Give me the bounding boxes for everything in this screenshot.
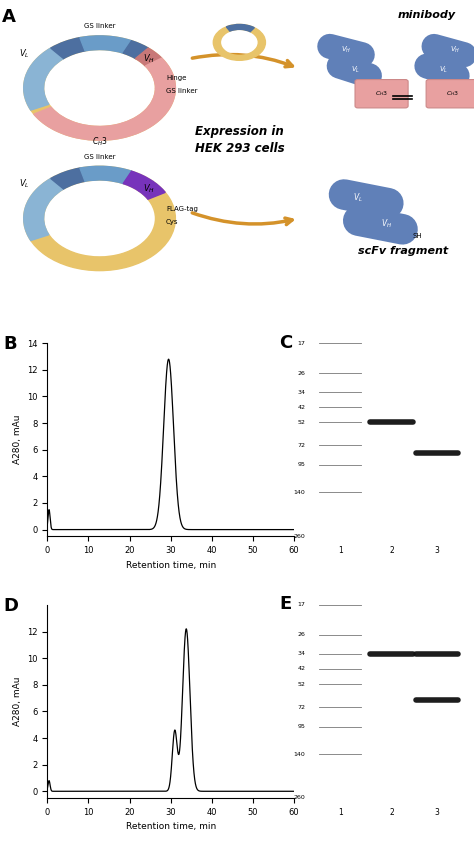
Y-axis label: A280, mAu: A280, mAu	[13, 677, 22, 726]
Text: Hinge: Hinge	[166, 76, 186, 82]
Wedge shape	[123, 171, 153, 191]
Text: 17: 17	[297, 341, 305, 346]
Text: 2: 2	[389, 807, 394, 817]
FancyArrowPatch shape	[344, 195, 388, 203]
Text: 95: 95	[297, 724, 305, 729]
Text: scFv fragment: scFv fragment	[358, 246, 448, 256]
X-axis label: Retention time, min: Retention time, min	[126, 560, 216, 570]
Text: 140: 140	[293, 490, 305, 495]
X-axis label: Retention time, min: Retention time, min	[126, 822, 216, 831]
Wedge shape	[146, 58, 175, 88]
Text: 72: 72	[297, 704, 305, 710]
Text: $V_H$: $V_H$	[341, 45, 351, 55]
Text: GS linker: GS linker	[84, 23, 115, 29]
Text: 52: 52	[297, 681, 305, 686]
Wedge shape	[51, 38, 85, 58]
Text: 2: 2	[389, 546, 394, 555]
Text: 1: 1	[338, 807, 343, 817]
Text: $V_L$: $V_L$	[438, 65, 448, 76]
Wedge shape	[34, 88, 175, 140]
Text: $V_L$: $V_L$	[19, 47, 30, 60]
Wedge shape	[227, 25, 255, 32]
FancyBboxPatch shape	[355, 80, 408, 108]
FancyArrowPatch shape	[427, 66, 457, 76]
Wedge shape	[136, 48, 162, 66]
Text: $V_H$: $V_H$	[143, 183, 155, 196]
Y-axis label: A280, mAu: A280, mAu	[13, 415, 22, 464]
FancyArrowPatch shape	[434, 46, 464, 55]
Text: FLAG-tag: FLAG-tag	[166, 206, 198, 212]
Text: $C_H3$: $C_H3$	[446, 89, 459, 99]
Text: 3: 3	[435, 546, 440, 555]
Text: 42: 42	[297, 405, 305, 410]
Text: 52: 52	[297, 420, 305, 425]
Text: 1: 1	[338, 546, 343, 555]
Wedge shape	[123, 40, 148, 58]
Text: $V_H$: $V_H$	[450, 45, 460, 55]
Text: $V_L$: $V_L$	[353, 191, 363, 203]
Text: $V_H$: $V_H$	[381, 217, 392, 230]
Text: C: C	[280, 334, 293, 352]
Text: 26: 26	[297, 632, 305, 637]
Text: 42: 42	[297, 667, 305, 672]
Wedge shape	[80, 36, 132, 53]
FancyArrowPatch shape	[330, 46, 362, 55]
Text: $V_L$: $V_L$	[351, 65, 360, 76]
FancyBboxPatch shape	[426, 80, 474, 108]
Text: GS linker: GS linker	[84, 154, 115, 160]
Text: 72: 72	[297, 443, 305, 448]
Text: 34: 34	[297, 651, 305, 656]
Wedge shape	[24, 48, 64, 110]
Text: $V_H$: $V_H$	[143, 52, 155, 65]
Text: $C_H3$: $C_H3$	[375, 89, 388, 99]
Text: $C_H3$: $C_H3$	[91, 136, 108, 148]
Text: Cys: Cys	[166, 219, 178, 225]
Text: E: E	[280, 595, 292, 613]
Text: 3: 3	[435, 807, 440, 817]
Wedge shape	[139, 182, 165, 199]
Wedge shape	[51, 168, 85, 189]
Text: 140: 140	[293, 752, 305, 757]
Text: 95: 95	[297, 462, 305, 468]
Text: B: B	[3, 335, 17, 353]
Wedge shape	[24, 178, 64, 240]
Text: 17: 17	[297, 602, 305, 607]
Text: 26: 26	[297, 371, 305, 376]
Text: GS linker: GS linker	[166, 88, 197, 94]
Text: $V_L$: $V_L$	[19, 178, 30, 190]
Text: Expression in
HEK 293 cells: Expression in HEK 293 cells	[194, 125, 284, 155]
FancyArrowPatch shape	[339, 66, 369, 76]
Wedge shape	[80, 166, 132, 184]
Text: A: A	[2, 8, 16, 26]
Text: 260: 260	[293, 795, 305, 801]
Text: SH: SH	[412, 233, 422, 239]
Text: 260: 260	[293, 534, 305, 539]
Text: D: D	[3, 597, 18, 615]
Text: 34: 34	[297, 390, 305, 395]
Text: minibody: minibody	[398, 9, 456, 20]
FancyArrowPatch shape	[358, 221, 402, 229]
